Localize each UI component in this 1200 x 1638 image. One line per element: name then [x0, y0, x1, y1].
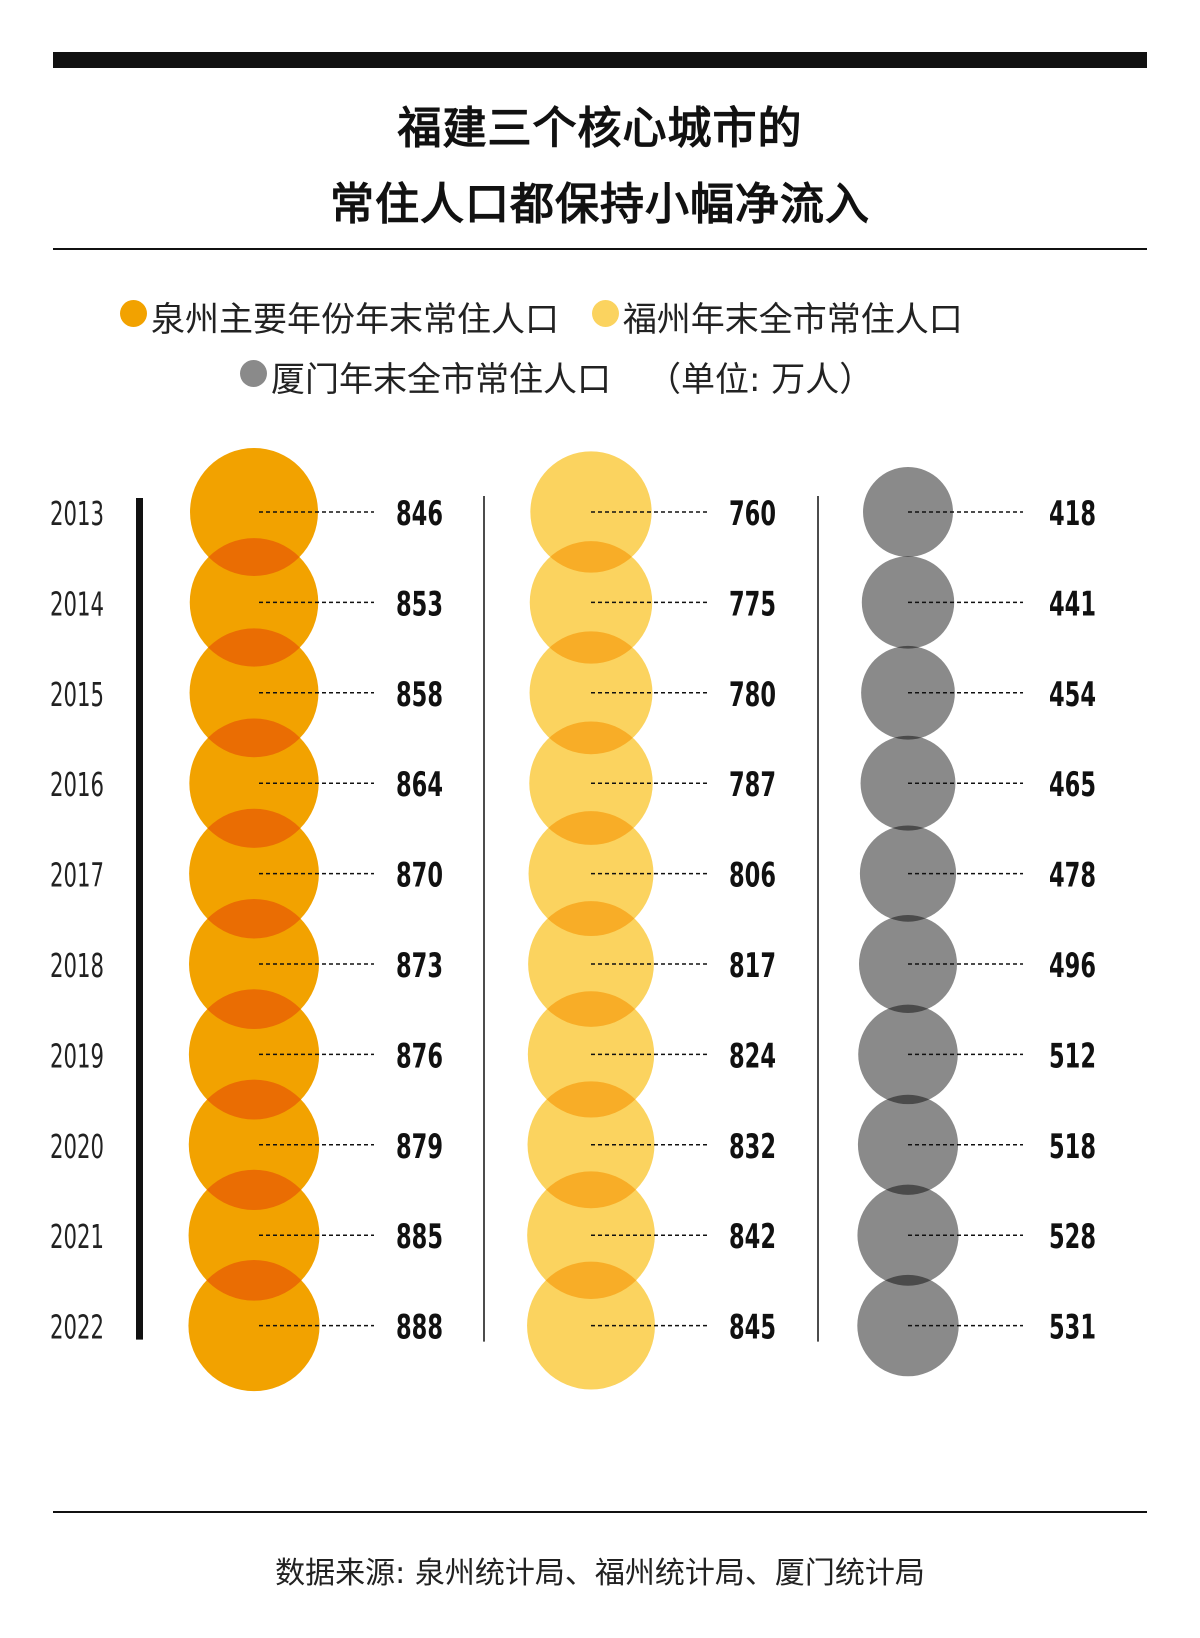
legend-unit: （单位: 万人）: [647, 360, 874, 400]
value-label-xiamen-2017: 478: [1049, 856, 1096, 896]
value-label-xiamen-2013: 418: [1049, 494, 1096, 534]
value-label-quanzhou-2020: 879: [396, 1127, 443, 1167]
year-label-2016: 2016: [50, 765, 104, 804]
legend-label-fuzhou: 福州年末全市常住人口: [622, 300, 963, 340]
title-divider: [53, 248, 1147, 250]
year-label-2018: 2018: [50, 946, 104, 985]
value-label-quanzhou-2016: 864: [396, 765, 443, 805]
bubble-quanzhou-2020: [188, 1079, 320, 1211]
value-label-fuzhou-2022: 845: [729, 1308, 776, 1348]
series-fuzhou: [527, 451, 655, 1390]
value-label-quanzhou-2013: 846: [396, 494, 443, 534]
footer-divider: [53, 1511, 1147, 1513]
value-label-fuzhou-2021: 842: [729, 1217, 776, 1257]
year-label-2021: 2021: [50, 1217, 104, 1256]
value-label-fuzhou-2013: 760: [729, 494, 776, 534]
top-bar: [53, 52, 1147, 68]
year-axis-bar: [136, 498, 143, 1340]
value-label-xiamen-2019: 512: [1049, 1036, 1096, 1076]
value-label-quanzhou-2017: 870: [396, 856, 443, 896]
year-label-2019: 2019: [50, 1036, 104, 1075]
legend-label-quanzhou: 泉州主要年份年末常住人口: [151, 300, 559, 340]
value-label-xiamen-2022: 531: [1049, 1308, 1096, 1348]
bubble-quanzhou-2015: [189, 628, 319, 758]
year-label-2013: 2013: [50, 494, 104, 533]
value-label-fuzhou-2015: 780: [729, 675, 776, 715]
value-label-xiamen-2020: 518: [1049, 1127, 1096, 1167]
value-label-quanzhou-2018: 873: [396, 946, 443, 986]
legend-dot-fuzhou: [591, 300, 619, 327]
year-label-2014: 2014: [50, 584, 104, 623]
year-label-2022: 2022: [50, 1308, 104, 1347]
year-label-2020: 2020: [50, 1127, 104, 1166]
bubble-quanzhou-2016: [189, 718, 319, 848]
value-label-fuzhou-2019: 824: [729, 1036, 776, 1076]
bubble-quanzhou-2018: [188, 898, 320, 1030]
bubble-quanzhou-2017: [189, 808, 319, 939]
year-label-2015: 2015: [50, 675, 104, 714]
value-label-xiamen-2015: 454: [1049, 675, 1096, 715]
value-label-xiamen-2014: 441: [1049, 584, 1096, 624]
value-label-fuzhou-2018: 817: [729, 946, 776, 986]
value-label-quanzhou-2022: 888: [396, 1308, 443, 1348]
value-label-quanzhou-2014: 853: [396, 584, 443, 624]
year-label-2017: 2017: [50, 856, 104, 895]
legend-row-1: 泉州主要年份年末常住人口 福州年末全市常住人口: [120, 292, 963, 341]
bubble-quanzhou-2022: [188, 1260, 320, 1392]
series-xiamen: [857, 467, 959, 1377]
value-label-xiamen-2018: 496: [1049, 946, 1096, 986]
bubble-quanzhou-2013: [190, 448, 318, 576]
legend-dot-xiamen: [240, 360, 267, 387]
bubble-quanzhou-2014: [189, 538, 319, 667]
legend-label-xiamen: 厦门年末全市常住人口: [271, 360, 611, 400]
value-label-quanzhou-2021: 885: [396, 1217, 443, 1257]
value-label-fuzhou-2014: 775: [729, 584, 776, 624]
legend-row-2: 厦门年末全市常住人口 （单位: 万人）: [240, 352, 873, 401]
value-label-xiamen-2016: 465: [1049, 765, 1096, 805]
value-label-fuzhou-2020: 832: [729, 1127, 776, 1167]
chart-title-line1: 福建三个核心城市的: [397, 103, 803, 154]
series-quanzhou: [188, 448, 320, 1392]
value-label-fuzhou-2016: 787: [729, 765, 776, 805]
value-label-xiamen-2021: 528: [1049, 1217, 1096, 1257]
chart-title-line2: 常住人口都保持小幅净流入: [330, 179, 870, 230]
value-label-quanzhou-2015: 858: [396, 675, 443, 715]
data-source: 数据来源: 泉州统计局、福州统计局、厦门统计局: [275, 1556, 925, 1591]
legend-dot-quanzhou: [120, 300, 147, 327]
bubble-quanzhou-2021: [188, 1169, 320, 1301]
value-label-quanzhou-2019: 876: [396, 1036, 443, 1076]
bubble-chart: 2013 2014 2015 2016 2017 2018 2019 2020 2021 2022…: [50, 448, 1096, 1392]
value-label-fuzhou-2017: 806: [729, 856, 776, 896]
bubble-quanzhou-2019: [188, 989, 320, 1120]
